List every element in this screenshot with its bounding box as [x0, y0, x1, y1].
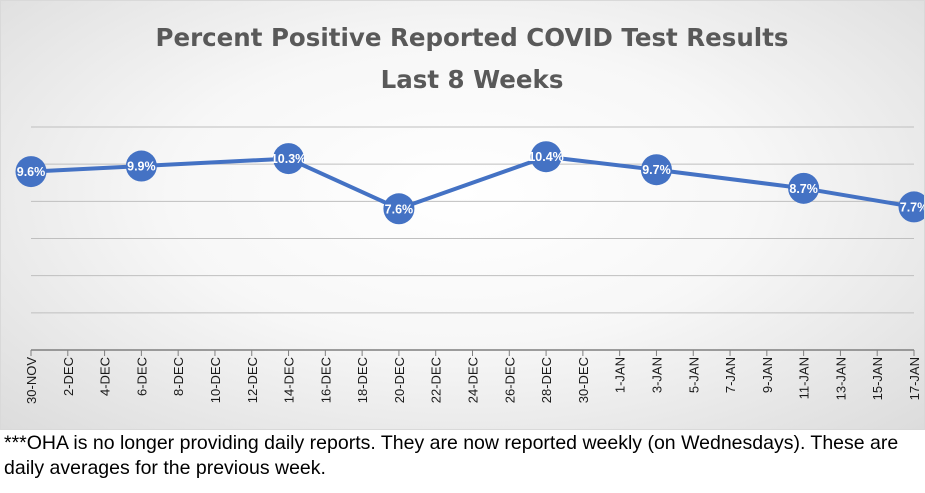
- data-point: [640, 154, 672, 186]
- data-label: 7.7%: [900, 200, 925, 214]
- x-tick-label: 12-DEC: [245, 357, 260, 403]
- data-label: 9.9%: [127, 160, 156, 174]
- x-tick-label: 2-DEC: [61, 357, 76, 396]
- chart-title: Percent Positive Reported COVID Test Res…: [156, 23, 789, 52]
- x-tick-label: 18-DEC: [355, 357, 370, 403]
- data-point: [15, 156, 47, 188]
- x-tick-label: 6-DEC: [134, 357, 149, 396]
- data-label: 9.6%: [17, 165, 46, 179]
- data-label: 7.6%: [385, 202, 414, 216]
- data-point: [273, 143, 305, 175]
- footnote: ***OHA is no longer providing daily repo…: [4, 432, 899, 479]
- x-tick-label: 9-JAN: [760, 357, 775, 393]
- x-tick-label: 30-DEC: [576, 357, 591, 403]
- x-tick-label: 3-JAN: [649, 357, 664, 393]
- x-tick-label: 1-JAN: [613, 357, 628, 393]
- x-tick-label: 17-JAN: [907, 357, 922, 400]
- x-tick-label: 22-DEC: [429, 357, 444, 403]
- x-tick-label: 16-DEC: [318, 357, 333, 403]
- data-point: [383, 193, 415, 225]
- x-tick-label: 10-DEC: [208, 357, 223, 403]
- data-label: 8.7%: [789, 182, 818, 196]
- data-label: 10.4%: [528, 150, 563, 164]
- data-point: [125, 150, 157, 182]
- data-point: [898, 191, 924, 223]
- chart-area: Percent Positive Reported COVID Test Res…: [0, 0, 925, 430]
- x-tick-label: 4-DEC: [98, 357, 113, 396]
- x-tick-label: 24-DEC: [466, 357, 481, 403]
- x-tick-label: 14-DEC: [282, 357, 297, 403]
- x-tick-label: 5-JAN: [686, 357, 701, 393]
- data-label: 9.7%: [642, 163, 671, 177]
- data-point: [530, 141, 562, 173]
- line-chart: Percent Positive Reported COVID Test Res…: [15, 23, 925, 404]
- data-label: 10.3%: [271, 152, 306, 166]
- x-tick-label: 7-JAN: [723, 357, 738, 393]
- x-tick-label: 11-JAN: [797, 357, 812, 399]
- chart-subtitle: Last 8 Weeks: [381, 65, 564, 94]
- x-tick-label: 28-DEC: [539, 357, 554, 403]
- x-tick-label: 8-DEC: [171, 357, 186, 396]
- x-tick-label: 15-JAN: [870, 357, 885, 400]
- x-tick-label: 13-JAN: [833, 357, 848, 400]
- x-axis: 30-NOV 2-DEC 4-DEC 6-DEC 8-DEC 10-DEC 12-DEC 14…: [24, 349, 922, 404]
- x-tick-label: 30-NOV: [24, 357, 39, 404]
- data-point: [788, 172, 820, 204]
- x-tick-label: 20-DEC: [392, 357, 407, 403]
- gridlines: [31, 126, 914, 314]
- series-line: [29, 154, 916, 211]
- series: 9.6% 9.9% 10.3% 7.6% 10.4% 9.7% 8.7% 7.7%: [15, 141, 925, 225]
- x-tick-label: 26-DEC: [502, 357, 517, 403]
